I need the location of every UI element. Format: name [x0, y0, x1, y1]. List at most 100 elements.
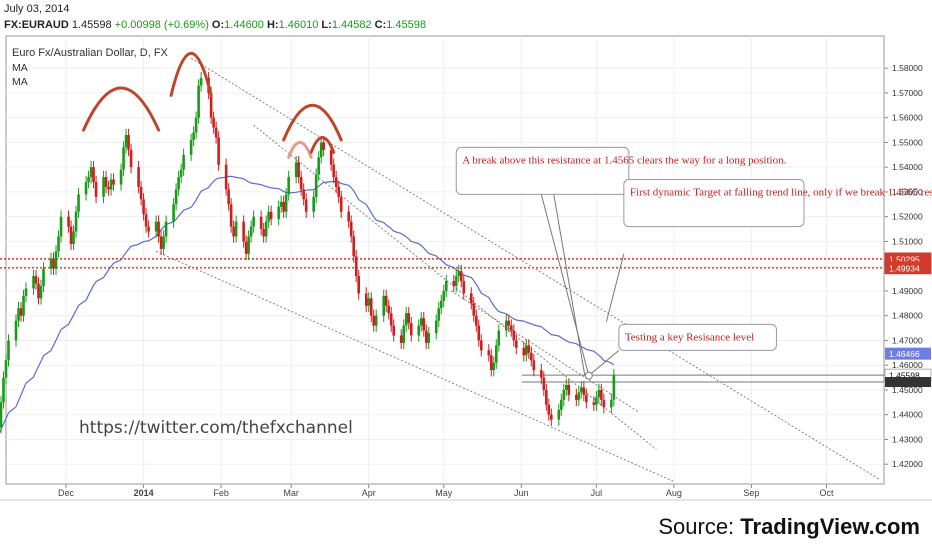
candle-body [299, 177, 303, 190]
candle-body [159, 236, 163, 249]
candle-body [24, 288, 28, 296]
y-tick-label: 1.45000 [892, 385, 923, 395]
candle-body [489, 355, 493, 371]
annotation-pointer [605, 253, 625, 323]
candle-body [234, 221, 238, 237]
candle-body [119, 169, 123, 185]
candle-body [49, 258, 53, 269]
candle-body [565, 384, 568, 390]
annotation-pointer [588, 349, 620, 376]
candle-body [264, 221, 268, 237]
plot-frame [5, 35, 885, 485]
candle-body [77, 194, 80, 212]
candle-body [172, 204, 175, 222]
candle-body [312, 196, 315, 212]
candle-body [182, 154, 185, 170]
candle-body [122, 147, 125, 170]
x-tick-label: Mar [283, 488, 299, 498]
x-tick-label: Aug [666, 488, 682, 498]
candle-body [89, 167, 93, 178]
ma-price-tag [885, 347, 931, 360]
candle-body [107, 186, 110, 190]
candle-body [162, 236, 165, 249]
y-tick-label: 1.43000 [892, 434, 923, 444]
candle-body [529, 352, 533, 361]
candle-body [137, 167, 140, 187]
candle-body [74, 211, 78, 232]
candle-body [259, 216, 263, 230]
candle-body [382, 295, 386, 316]
head-shoulders-arc [169, 51, 213, 97]
candle-body [427, 333, 431, 343]
candle-body [392, 325, 396, 336]
candle-body [94, 182, 98, 197]
candle-body [582, 387, 586, 395]
candle-body [602, 399, 606, 408]
y-tick-label: 1.42000 [892, 459, 923, 469]
head-shoulders-arc [309, 136, 336, 154]
candle-body [580, 387, 583, 393]
candle-body [597, 389, 601, 398]
candle-body [527, 345, 531, 353]
candle-body [269, 211, 273, 220]
candle-body [352, 236, 355, 257]
candle-body [409, 323, 413, 336]
candle-body [404, 313, 408, 326]
candle-body [329, 149, 333, 165]
candle-body [304, 199, 308, 212]
open-value: 1.44600 [224, 19, 264, 31]
indicator-label: MA [12, 62, 28, 74]
ohlc-header: FX:EURAUD 1.45598 +0.00998 (+0.69%) O:1.… [4, 19, 426, 31]
candle-body [214, 127, 218, 138]
candle-body [585, 394, 588, 403]
candle-body [7, 340, 10, 361]
candle-body [104, 177, 108, 187]
y-tick-label: 1.49000 [892, 286, 923, 296]
candle-body [109, 179, 113, 190]
candle-body [567, 384, 571, 395]
candle-body [92, 167, 95, 183]
candle-body [57, 236, 60, 252]
price-tag-label: 1.45598 [889, 371, 920, 381]
candle-body [102, 177, 105, 197]
candle-body [314, 174, 318, 197]
candle-body [357, 276, 361, 294]
candle-body [354, 256, 358, 277]
price-tag [884, 261, 932, 275]
candle-body [129, 149, 133, 168]
candle-body [479, 340, 483, 351]
candle-body [287, 177, 290, 195]
candle-body [504, 320, 508, 331]
chart-date: July 03, 2014 [4, 3, 70, 15]
candle-body [532, 360, 536, 371]
candle-body [59, 216, 63, 237]
candle-body [399, 335, 403, 343]
candle-body [17, 308, 20, 321]
candle-body [422, 318, 426, 331]
candle-body [334, 177, 338, 187]
candle-body [217, 137, 220, 165]
candle-body [419, 318, 423, 326]
candle-body [247, 236, 250, 254]
candle-body [227, 189, 230, 205]
head-shoulders-arc [287, 141, 313, 159]
candle-body [540, 370, 543, 378]
candle-body [209, 92, 213, 118]
candle-body [577, 392, 581, 400]
candle-body [177, 177, 180, 190]
candle-body [437, 308, 441, 321]
candle-body [389, 313, 393, 326]
x-tick-label: Apr [362, 488, 376, 498]
candle-body [454, 276, 458, 286]
candle-body [154, 221, 158, 232]
source-credit: Source: TradingView.com [658, 514, 920, 540]
candle-body [294, 162, 298, 178]
candle-body [560, 399, 563, 410]
price-tag-label: 1.49934 [889, 263, 920, 273]
y-tick-label: 1.56000 [892, 113, 923, 123]
symbol-label: FX:EURAUD [4, 19, 69, 31]
candle-body [302, 189, 305, 200]
candle-body [592, 402, 596, 405]
candle-body [157, 221, 160, 237]
